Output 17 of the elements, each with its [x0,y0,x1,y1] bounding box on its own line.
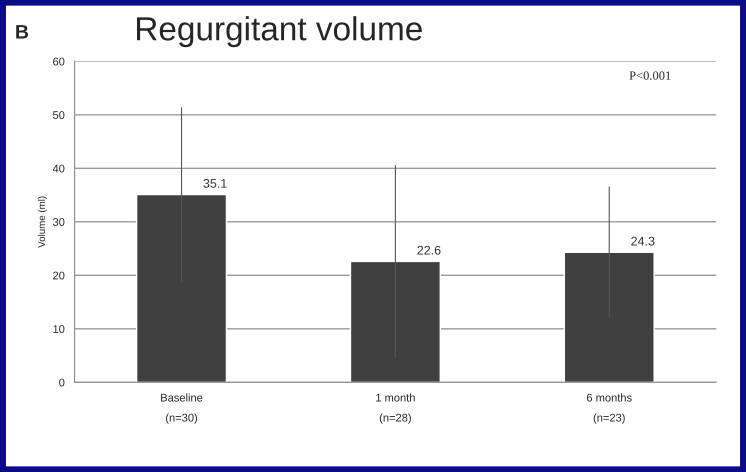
data-label: 35.1 [203,178,227,188]
y-tick-label: 60 [53,58,64,66]
y-tick-label: 20 [53,272,64,280]
y-tick-label: 10 [53,325,64,333]
x-tick-label: 1 month (n=28) [376,393,415,424]
x-tick-label: Baseline (n=30) [161,393,202,424]
chart-title: Regurgitant volume [137,16,422,48]
data-label: 24.3 [631,236,654,246]
x-tick-label: 6 months (n=23) [586,393,632,424]
text: B [16,25,28,38]
y-tick-label: 30 [52,218,64,226]
y-tick-label: 50 [52,111,64,119]
y-tick-label: 40 [52,164,64,172]
y-axis-title: Volume (ml) [38,196,47,248]
y-tick-label: 0 [59,378,64,386]
data-label: 22.6 [417,246,441,255]
annotation: P<0.001 [629,71,670,80]
